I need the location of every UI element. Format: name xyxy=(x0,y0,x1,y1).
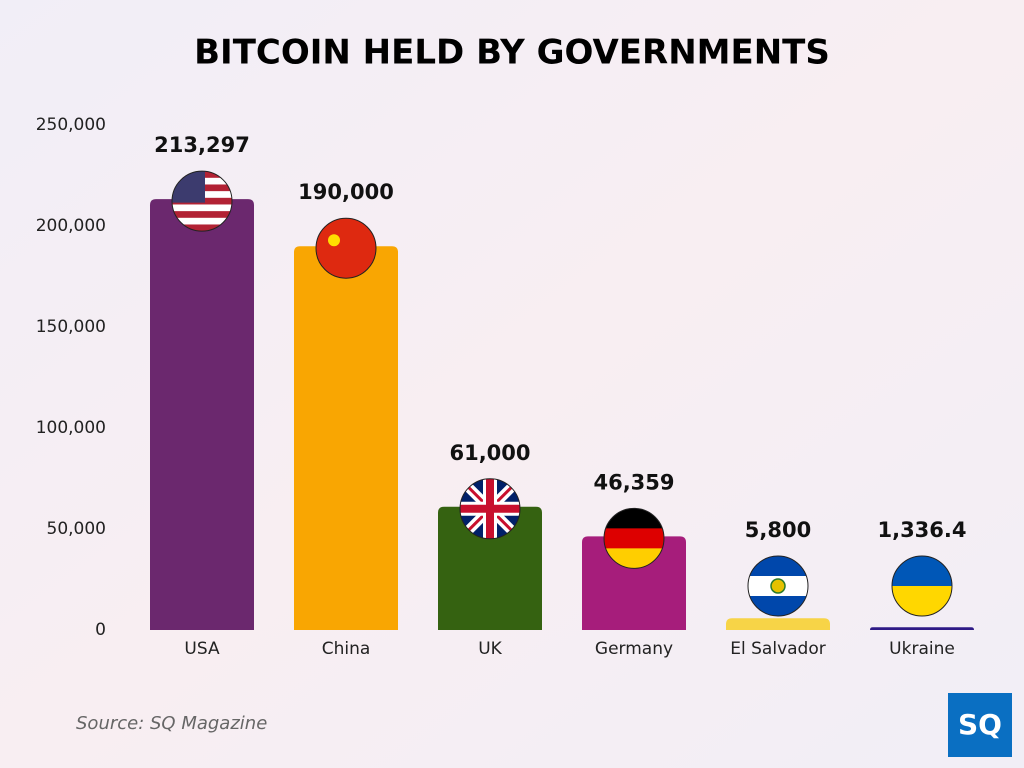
flag-cross xyxy=(460,478,520,539)
flag-stripe xyxy=(172,217,232,225)
y-tick-label: 0 xyxy=(95,620,106,640)
flag-stripe xyxy=(604,548,664,569)
flag-stripe xyxy=(604,528,664,549)
flag-stripe xyxy=(172,204,232,212)
chart-title: BITCOIN HELD BY GOVERNMENTS xyxy=(194,33,830,73)
x-tick-label: El Salvador xyxy=(730,639,825,659)
value-label: 1,336.4 xyxy=(877,518,966,542)
flag-outline xyxy=(171,170,233,232)
bar xyxy=(726,618,830,630)
logo-box xyxy=(948,693,1012,757)
value-label: 46,359 xyxy=(593,470,674,494)
y-tick-label: 100,000 xyxy=(36,418,106,438)
x-tick-label: China xyxy=(322,639,371,659)
bar xyxy=(582,536,686,630)
x-tick-label: Ukraine xyxy=(889,639,955,659)
bar xyxy=(870,627,974,630)
value-label: 5,800 xyxy=(745,518,811,542)
flag-stripe xyxy=(748,556,808,577)
flag xyxy=(316,218,376,279)
value-label: 213,297 xyxy=(154,133,250,157)
y-tick-label: 200,000 xyxy=(36,216,106,236)
bar xyxy=(294,246,398,630)
value-label: 61,000 xyxy=(449,441,530,465)
flag-stripe xyxy=(604,508,664,529)
x-tick-label: UK xyxy=(478,639,502,659)
flag xyxy=(460,478,520,539)
flag-outline xyxy=(315,217,377,279)
flag-stripe xyxy=(172,211,232,219)
y-tick-label: 150,000 xyxy=(36,317,106,337)
flag-outline xyxy=(603,507,665,569)
x-tick-label: Germany xyxy=(595,639,673,659)
logo: SQ xyxy=(958,708,1002,741)
source: Source: SQ Magazine xyxy=(76,713,267,734)
flag-outline xyxy=(747,555,809,617)
flag-star xyxy=(328,234,340,247)
flag-stripe xyxy=(316,218,376,279)
flag-outline xyxy=(891,555,953,617)
bar xyxy=(438,506,542,630)
flag xyxy=(748,556,808,616)
x-tick-label: USA xyxy=(184,639,220,659)
flag-stripe xyxy=(172,224,232,232)
y-tick-label: 250,000 xyxy=(36,115,106,135)
flag-outline xyxy=(459,478,521,540)
value-label: 190,000 xyxy=(298,180,394,204)
flag xyxy=(172,171,232,232)
y-tick-label: 50,000 xyxy=(47,519,106,539)
flag xyxy=(604,508,664,569)
bar xyxy=(150,199,254,630)
flag-emblem xyxy=(770,578,786,594)
flag-stripe xyxy=(748,596,808,616)
